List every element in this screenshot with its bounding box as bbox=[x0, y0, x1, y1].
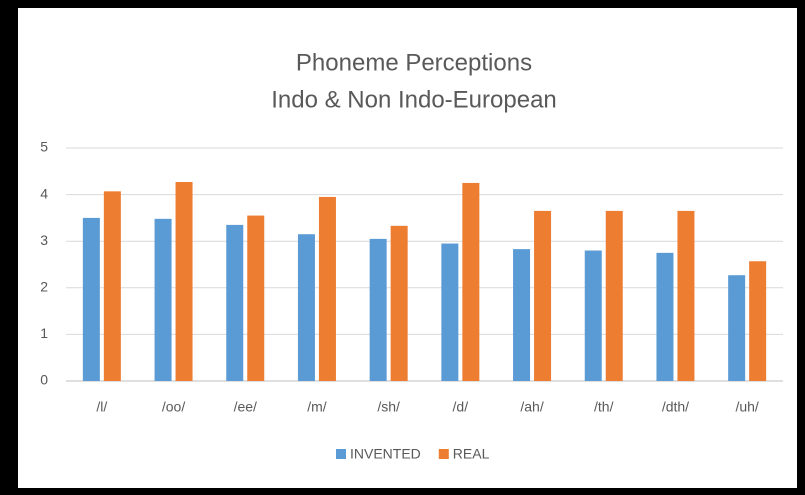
legend-label: REAL bbox=[453, 446, 490, 462]
y-tick-label: 0 bbox=[40, 372, 48, 388]
bar bbox=[462, 182, 480, 381]
bar bbox=[103, 191, 121, 381]
bar bbox=[369, 238, 387, 381]
chart-subtitle: Indo & Non Indo-European bbox=[271, 86, 557, 113]
bar bbox=[226, 224, 244, 381]
bar bbox=[154, 218, 172, 381]
legend-swatch bbox=[336, 449, 346, 459]
bar bbox=[605, 210, 623, 381]
bar bbox=[677, 210, 695, 381]
bar bbox=[297, 234, 315, 381]
y-tick-label: 4 bbox=[40, 185, 48, 201]
bar bbox=[656, 252, 674, 381]
bar bbox=[441, 243, 459, 381]
x-tick-label: /oo/ bbox=[162, 399, 185, 415]
x-tick-label: /l/ bbox=[96, 399, 107, 415]
bar bbox=[82, 217, 100, 381]
x-tick-label: /th/ bbox=[594, 399, 614, 415]
x-tick-label: /uh/ bbox=[735, 399, 758, 415]
x-tick-label: /ah/ bbox=[520, 399, 543, 415]
bar bbox=[390, 225, 408, 381]
bar bbox=[584, 250, 602, 381]
x-tick-label: /d/ bbox=[453, 399, 469, 415]
bar bbox=[749, 261, 767, 381]
bar bbox=[247, 215, 265, 381]
bar bbox=[534, 210, 552, 381]
y-tick-label: 3 bbox=[40, 232, 48, 248]
chart-title: Phoneme Perceptions bbox=[296, 49, 532, 76]
bar bbox=[728, 275, 746, 381]
bar bbox=[318, 196, 336, 381]
x-tick-label: /sh/ bbox=[377, 399, 400, 415]
bar bbox=[513, 249, 531, 381]
x-tick-label: /m/ bbox=[307, 399, 327, 415]
y-tick-label: 1 bbox=[40, 325, 48, 341]
y-tick-label: 5 bbox=[40, 139, 48, 155]
y-tick-label: 2 bbox=[40, 279, 48, 295]
legend-swatch bbox=[438, 449, 449, 459]
legend-label: INVENTED bbox=[350, 446, 421, 462]
x-tick-label: /dth/ bbox=[662, 399, 689, 415]
x-tick-label: /ee/ bbox=[234, 399, 257, 415]
bar bbox=[175, 182, 193, 381]
